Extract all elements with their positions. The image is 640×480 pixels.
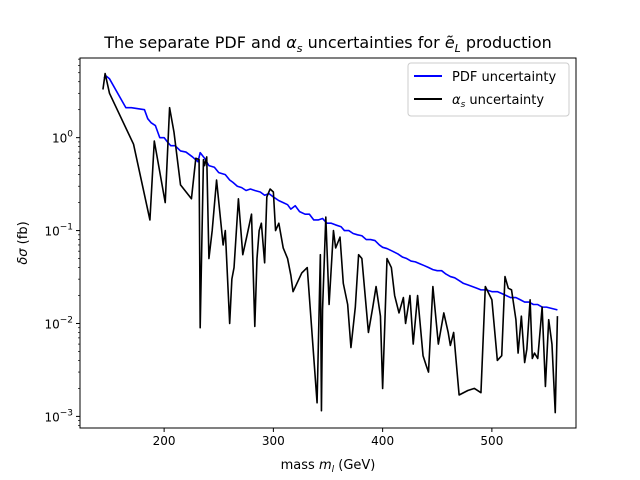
legend-label-alphas: αs uncertainty [452,93,544,110]
x-axis-label: mass ml (GeV) [281,458,376,475]
series-line-0 [103,75,558,311]
y-axis-label: δσ (fb) [16,221,31,264]
plot-area [79,57,577,429]
x-tick-label: 400 [371,434,394,448]
y-axis: 10−3 10−2 10−1 100 [44,58,80,426]
x-tick-label: 300 [262,434,285,448]
x-tick-label: 200 [153,434,176,448]
y-tick-label: 10−2 [44,315,73,331]
y-tick-label: 100 [52,130,73,146]
series-line-1 [102,72,559,414]
plot-frame [79,57,577,429]
legend: PDF uncertainty αs uncertainty [407,62,570,117]
y-tick-label: 10−1 [44,223,73,239]
chart-title: The separate PDF and αs uncertainties fo… [103,33,552,55]
x-axis: 200 300 400 500 [153,428,503,448]
x-tick-label: 500 [480,434,503,448]
series-layer [102,72,559,414]
legend-label-pdf: PDF uncertainty [452,70,556,85]
y-tick-label: 10−3 [44,408,73,424]
legend-box [407,62,570,117]
